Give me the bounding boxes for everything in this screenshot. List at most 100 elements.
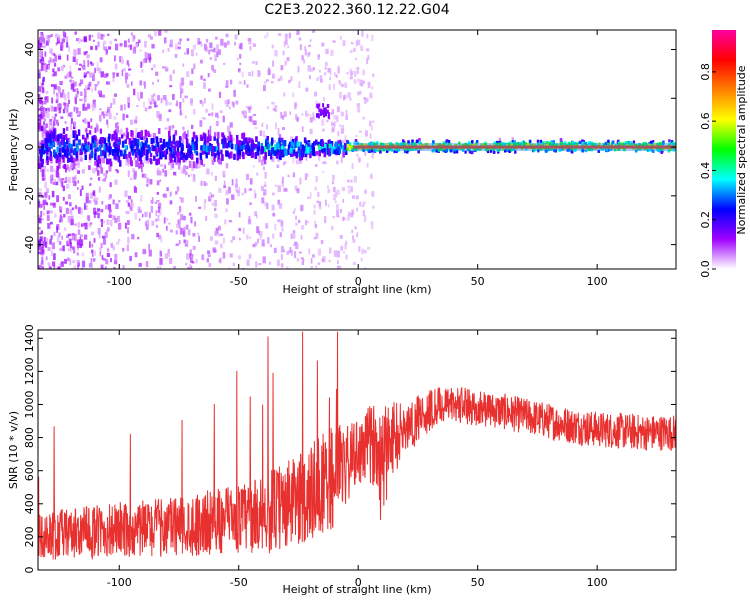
heatmap-cell — [100, 71, 104, 78]
heatmap-cell — [168, 161, 171, 166]
heatmap-cell — [195, 140, 198, 147]
heatmap-cell — [305, 87, 309, 92]
heatmap-cell — [540, 143, 544, 147]
heatmap-cell — [79, 244, 82, 249]
heatmap-cell — [154, 201, 157, 204]
heatmap-cell — [280, 137, 284, 143]
heatmap-cell — [187, 229, 191, 236]
heatmap-cell — [126, 244, 129, 252]
heatmap-cell — [74, 175, 77, 181]
heatmap-cell — [130, 177, 133, 181]
heatmap-cell — [46, 215, 50, 221]
heatmap-cell — [133, 119, 138, 124]
heatmap-cell — [192, 245, 196, 251]
heatmap-cell — [66, 138, 69, 145]
heatmap-cell — [100, 264, 104, 269]
heatmap-cell — [90, 118, 93, 122]
heatmap-cell — [327, 188, 330, 194]
heatmap-cell — [57, 86, 60, 91]
heatmap-cell — [304, 144, 308, 150]
heatmap-cell — [103, 267, 106, 269]
heatmap-cell — [183, 165, 186, 172]
heatmap-cell — [290, 233, 293, 239]
heatmap-cell — [227, 267, 230, 269]
heatmap-cell — [147, 34, 152, 38]
heatmap-cell — [249, 178, 253, 185]
heatmap-cell — [321, 111, 324, 116]
heatmap-cell — [272, 233, 275, 239]
heatmap-cell — [98, 158, 102, 164]
heatmap-cell — [211, 103, 214, 110]
heatmap-cell — [601, 147, 605, 151]
heatmap-cell — [186, 130, 189, 137]
heatmap-cell — [121, 69, 124, 77]
heatmap-cell — [326, 109, 329, 114]
heatmap-cell — [282, 144, 285, 149]
heatmap-cell — [149, 152, 153, 158]
heatmap-cell — [325, 61, 328, 67]
heatmap-cell — [362, 210, 365, 216]
heatmap-cell — [147, 130, 150, 136]
heatmap-cell — [53, 62, 57, 67]
heatmap-cell — [639, 147, 642, 151]
heatmap-cell — [241, 71, 244, 78]
heatmap-cell — [258, 230, 261, 236]
heatmap-cell — [365, 48, 370, 52]
heatmap-cell — [524, 142, 528, 146]
heatmap-cell — [279, 75, 283, 81]
heatmap-cell — [348, 211, 351, 216]
heatmap-cell — [119, 56, 121, 63]
heatmap-cell — [292, 92, 295, 98]
heatmap-cell — [296, 257, 300, 262]
heatmap-cell — [173, 145, 176, 153]
heatmap-cell — [103, 143, 106, 150]
heatmap-cell — [179, 101, 182, 109]
heatmap-cell — [66, 183, 70, 189]
heatmap-cell — [140, 61, 143, 68]
heatmap-cell — [159, 113, 162, 116]
heatmap-cell — [248, 216, 251, 222]
heatmap-cell — [159, 250, 162, 257]
heatmap-cell — [171, 127, 174, 131]
heatmap-cell — [214, 213, 218, 219]
heatmap-cell — [126, 157, 129, 163]
heatmap-cell — [180, 227, 185, 235]
heatmap-cell — [498, 148, 501, 152]
heatmap-cell — [590, 148, 593, 152]
heatmap-cell — [353, 141, 356, 145]
heatmap-cell — [50, 161, 53, 164]
heatmap-cell — [583, 144, 586, 148]
heatmap-cell — [169, 191, 172, 197]
heatmap-cell — [76, 187, 79, 190]
heatmap-cell — [227, 136, 230, 142]
heatmap-cell — [351, 235, 354, 240]
heatmap-cell — [98, 144, 102, 151]
heatmap-cell — [222, 252, 226, 259]
heatmap-cell — [182, 126, 185, 131]
heatmap-cell — [70, 218, 73, 225]
heatmap-cell — [145, 261, 149, 267]
heatmap-cell — [92, 207, 97, 215]
heatmap-cell — [144, 40, 147, 48]
heatmap-cell — [245, 147, 248, 155]
heatmap-cell — [334, 191, 338, 198]
heatmap-cell — [175, 224, 179, 229]
heatmap-cell — [217, 115, 219, 119]
heatmap-cell — [239, 54, 242, 59]
heatmap-cell — [156, 170, 160, 176]
heatmap-cell — [68, 147, 72, 155]
heatmap-cell — [274, 184, 278, 187]
heatmap-cell — [211, 160, 215, 165]
heatmap-cell — [218, 49, 222, 55]
heatmap-cell — [71, 168, 74, 171]
heatmap-cell — [552, 140, 556, 144]
heatmap-cell — [115, 122, 118, 129]
heatmap-cell — [72, 56, 76, 62]
heatmap-cell — [155, 136, 159, 144]
heatmap-cell — [280, 254, 283, 260]
heatmap-cell — [55, 181, 59, 186]
heatmap-cell — [203, 140, 207, 145]
heatmap-cell — [276, 164, 280, 169]
heatmap-cell — [41, 62, 44, 66]
heatmap-cell — [48, 60, 51, 66]
